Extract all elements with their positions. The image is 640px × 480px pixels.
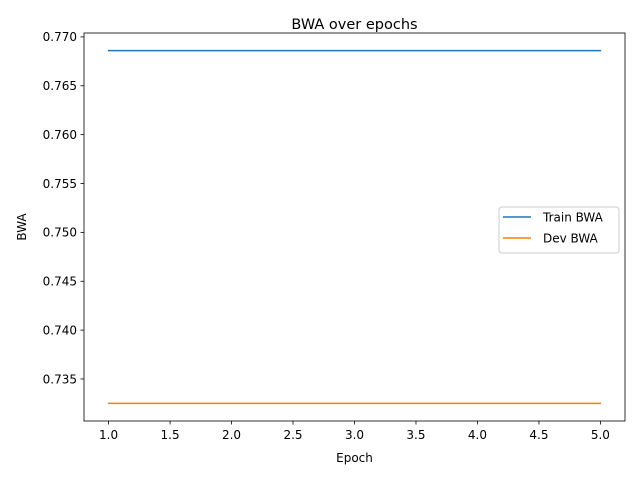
x-tick-label: 4.5 — [529, 428, 548, 442]
y-tick-label: 0.765 — [43, 79, 77, 93]
y-tick-label: 0.745 — [43, 275, 77, 289]
x-tick-label: 1.5 — [161, 428, 180, 442]
y-tick-label: 0.755 — [43, 177, 77, 191]
x-tick-label: 1.0 — [99, 428, 118, 442]
chart-title: BWA over epochs — [291, 17, 417, 33]
series-layer — [107, 49, 602, 405]
x-tick-label: 2.0 — [222, 428, 241, 442]
legend-label-0: Train BWA — [542, 210, 604, 224]
legend: Train BWA Dev BWA — [498, 206, 620, 254]
y-axis-label: BWA — [15, 213, 29, 241]
x-tick-label: 3.0 — [345, 428, 364, 442]
legend-box — [498, 206, 620, 254]
y-tick-label: 0.735 — [43, 372, 77, 386]
x-axis-ticks: 1.0 1.5 2.0 2.5 3.0 3.5 4.0 4.5 5.0 — [99, 421, 610, 442]
y-tick-label: 0.750 — [43, 226, 77, 240]
y-tick-label: 0.770 — [43, 30, 77, 44]
x-tick-label: 4.0 — [468, 428, 487, 442]
y-axis-ticks: 0.735 0.740 0.745 0.750 0.755 0.760 0.765 0.770 — [43, 30, 84, 386]
x-tick-label: 5.0 — [591, 428, 610, 442]
x-tick-label: 2.5 — [283, 428, 302, 442]
y-tick-label: 0.760 — [43, 128, 77, 142]
x-axis-label: Epoch — [336, 451, 373, 465]
y-tick-label: 0.740 — [43, 323, 77, 337]
legend-label-1: Dev BWA — [543, 231, 599, 245]
x-tick-label: 3.5 — [406, 428, 425, 442]
